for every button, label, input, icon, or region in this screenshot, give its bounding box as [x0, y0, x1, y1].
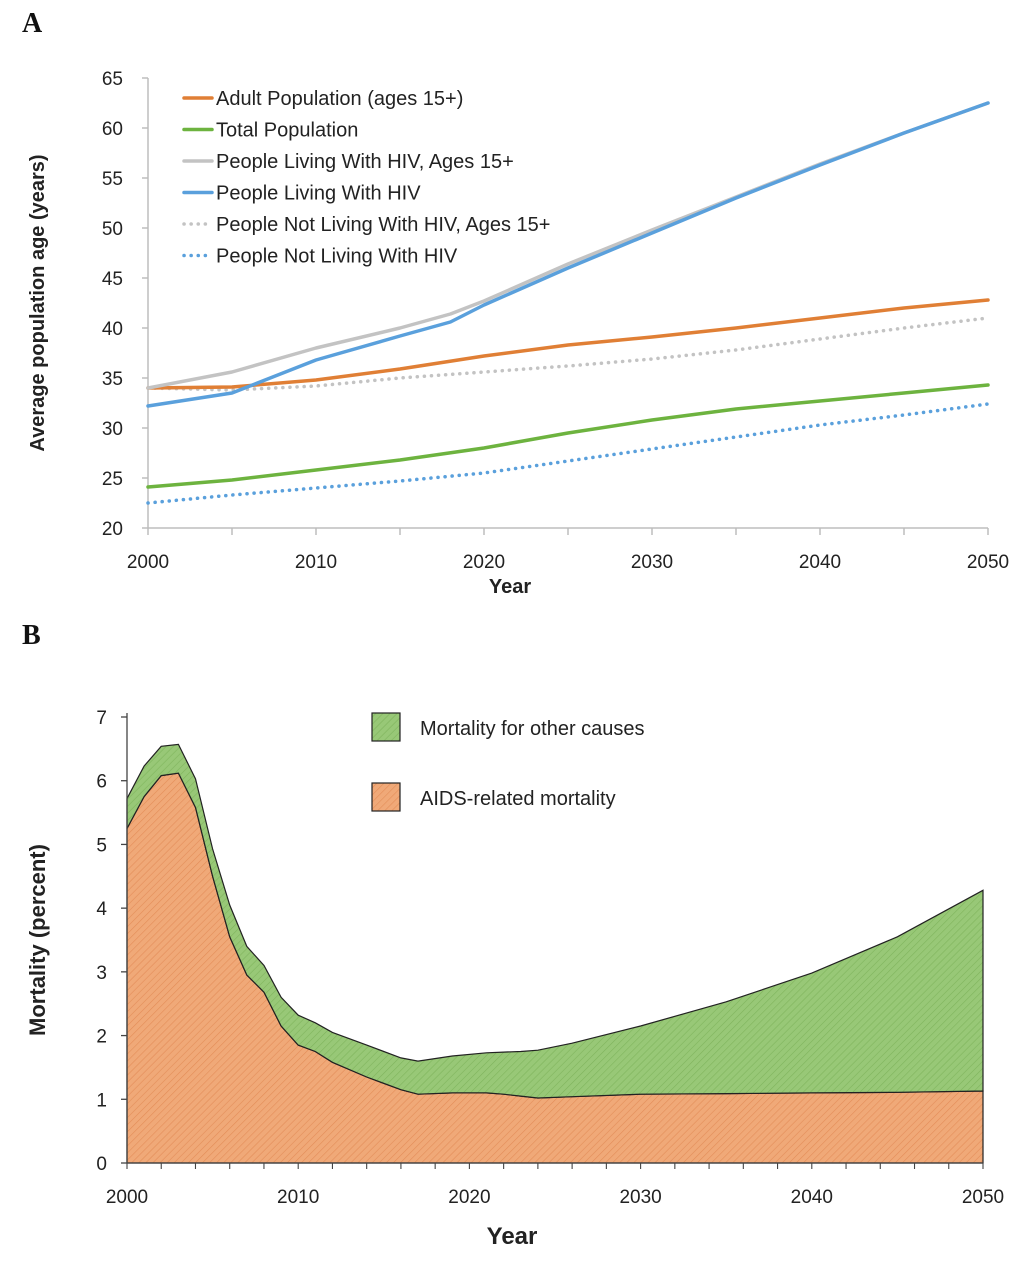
y-tick-label: 1 [96, 1090, 107, 1111]
x-tick-label: 2000 [106, 1187, 148, 1208]
x-axis-title: Year [489, 576, 531, 598]
y-tick-label: 0 [96, 1154, 107, 1175]
y-tick-label: 30 [102, 419, 123, 440]
series-line-people-living-with-hiv [146, 101, 990, 408]
series-line-total-population [146, 383, 990, 489]
panel-a-label: A [22, 8, 43, 39]
y-axis-title: Mortality (percent) [25, 844, 50, 1036]
x-tick-label: 2030 [619, 1187, 661, 1208]
y-tick-label: 7 [96, 708, 107, 729]
x-tick-label: 2050 [962, 1187, 1004, 1208]
x-axis-title: Year [487, 1223, 538, 1250]
y-tick-label: 40 [102, 319, 123, 340]
x-tick-label: 2020 [463, 552, 505, 573]
y-tick-label: 50 [102, 219, 123, 240]
x-tick-label: 2040 [791, 1187, 833, 1208]
y-tick-label: 65 [102, 69, 123, 90]
y-tick-label: 25 [102, 469, 123, 490]
y-tick-label: 20 [102, 519, 123, 540]
legend-label-people-not-living-with-hiv-ages-15: People Not Living With HIV, Ages 15+ [216, 214, 550, 236]
x-tick-label: 2010 [277, 1187, 319, 1208]
y-tick-label: 2 [96, 1027, 107, 1048]
legend-swatch-aids-related-mortality [371, 782, 401, 812]
chart-a: 20 25 30 35 40 45 50 55 60 65 2000 2010 2020 2030 2040… [27, 69, 1009, 598]
legend-label-total-population: Total Population [216, 120, 358, 142]
legend-label-mortality-for-other-causes: Mortality for other causes [420, 718, 645, 740]
y-axis-title: Average population age (years) [27, 154, 49, 451]
y-tick-label: 5 [96, 835, 107, 856]
x-tick-label: 2030 [631, 552, 673, 573]
x-tick-label: 2010 [295, 552, 337, 573]
panel-b-label: B [22, 620, 41, 651]
x-tick-label: 2050 [967, 552, 1009, 573]
series-line-people-not-living-with-hiv [146, 402, 990, 505]
area-mortality-other-causes [126, 743, 984, 1099]
legend-label-people-living-with-hiv: People Living With HIV [216, 183, 421, 205]
series-line-people-not-living-with-hiv-ages-15 [146, 316, 990, 392]
legend-label-people-not-living-with-hiv: People Not Living With HIV [216, 246, 458, 268]
x-tick-label: 2040 [799, 552, 841, 573]
y-tick-label: 35 [102, 369, 123, 390]
y-tick-label: 4 [96, 899, 107, 920]
y-tick-label: 60 [102, 119, 123, 140]
y-tick-label: 55 [102, 169, 123, 190]
x-tick-label: 2020 [448, 1187, 490, 1208]
y-tick-label: 6 [96, 772, 107, 793]
legend-label-adult-population-ages-15: Adult Population (ages 15+) [216, 88, 463, 110]
legend-label-aids-related-mortality: AIDS-related mortality [420, 788, 616, 810]
y-tick-label: 3 [96, 963, 107, 984]
series-line-adult-population-ages-15 [146, 298, 990, 390]
legend-swatch-mortality-for-other-causes [371, 712, 401, 742]
x-tick-label: 2000 [127, 552, 169, 573]
y-tick-label: 45 [102, 269, 123, 290]
legend-label-people-living-with-hiv-ages-15: People Living With HIV, Ages 15+ [216, 151, 514, 173]
